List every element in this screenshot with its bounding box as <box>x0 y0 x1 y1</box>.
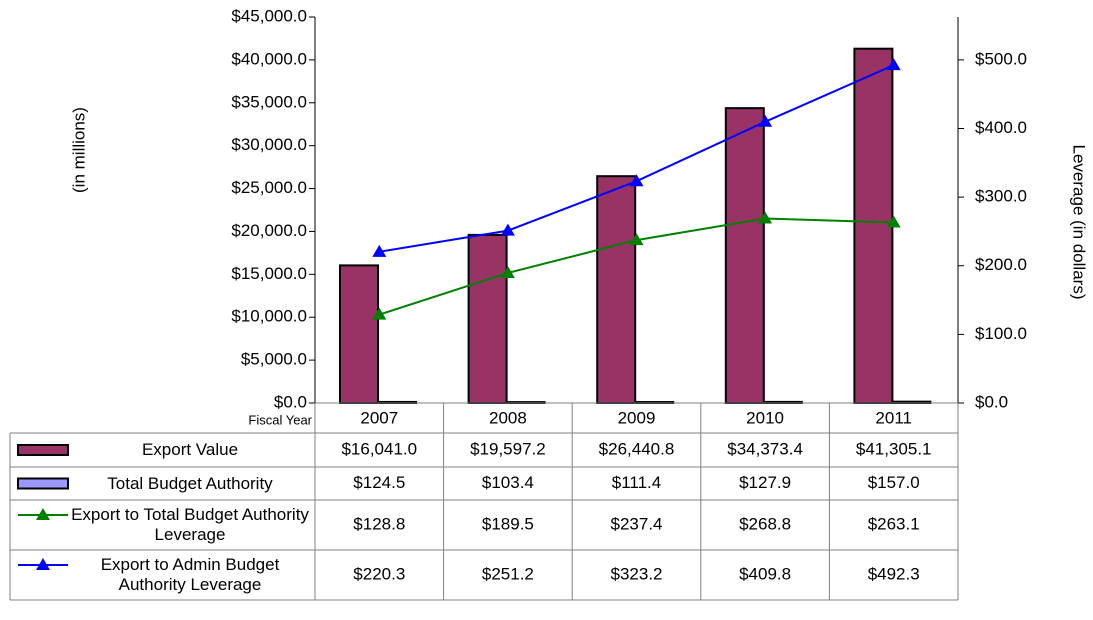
legend-entry: Export to Total Budget Authority Leverag… <box>71 505 309 544</box>
legend-key <box>36 508 50 520</box>
table-cell: $409.8 <box>739 564 791 583</box>
line <box>379 64 895 253</box>
legend-label: Export to Admin Budget Authority Leverag… <box>100 555 280 594</box>
marker <box>886 58 901 71</box>
y-tick-label: $15,000.0 <box>231 264 307 283</box>
bar <box>596 175 637 404</box>
table-cell: $19,597.2 <box>470 439 546 458</box>
x-tick-label: 2009 <box>618 408 656 427</box>
y-tick-label: $0.0 <box>274 392 307 411</box>
y2-tick-label: $300.0 <box>975 187 1027 206</box>
legend-label: Export to Total Budget Authority Leverag… <box>71 505 309 544</box>
table-cell: $26,440.8 <box>599 439 675 458</box>
table-cell: $127.9 <box>739 473 791 492</box>
marker <box>629 233 644 246</box>
table-cell: $124.5 <box>353 473 405 492</box>
bar <box>339 264 379 404</box>
table-cell: $41,305.1 <box>856 439 932 458</box>
legend-key <box>36 558 50 570</box>
y2-tick-label: $400.0 <box>975 118 1027 137</box>
y2-tick-label: $200.0 <box>975 255 1027 274</box>
marker <box>500 265 515 278</box>
y-tick-label: $30,000.0 <box>231 135 307 154</box>
marker <box>372 307 387 320</box>
marker <box>372 244 387 257</box>
table-cell: $268.8 <box>739 514 791 533</box>
legend-entry: Export to Admin Budget Authority Leverag… <box>100 555 280 594</box>
table-cell: $111.4 <box>612 473 661 492</box>
legend-entry: Export Value <box>141 440 239 459</box>
table-cell: $263.1 <box>868 514 920 533</box>
y2-axis-label: Leverage (in dollars) <box>1070 145 1089 300</box>
y2-tick-label: $500.0 <box>975 49 1027 68</box>
table-cell: $103.4 <box>482 473 534 492</box>
y-tick-label: $25,000.0 <box>231 178 307 197</box>
legend-entry: Total Budget Authority <box>107 473 273 493</box>
marker <box>886 215 901 228</box>
bar <box>853 47 894 404</box>
legend-label: Total Budget Authority <box>107 473 273 493</box>
bar <box>467 233 508 404</box>
x-tick-label: 2011 <box>875 408 912 427</box>
marker <box>629 174 644 187</box>
marker <box>758 114 773 127</box>
legend-key <box>17 477 69 490</box>
x-axis-label: Fiscal Year <box>248 412 312 427</box>
y-tick-label: $40,000.0 <box>231 49 307 68</box>
table-cell: $189.5 <box>482 514 534 533</box>
x-tick-label: 2010 <box>746 408 784 427</box>
table-cell: $323.2 <box>611 564 663 583</box>
marker <box>758 211 773 224</box>
y2-tick-label: $0.0 <box>975 392 1008 411</box>
table-cell: $220.3 <box>353 564 405 583</box>
y-tick-label: $10,000.0 <box>231 307 307 326</box>
table-cell: $492.3 <box>868 564 920 583</box>
x-tick-label: 2007 <box>360 408 398 427</box>
x-tick-label: 2008 <box>489 408 527 427</box>
table-cell: $237.4 <box>611 514 663 533</box>
table-cell: $251.2 <box>482 564 534 583</box>
bar <box>724 107 765 404</box>
line <box>378 217 894 316</box>
y-tick-label: $20,000.0 <box>231 221 307 240</box>
y2-tick-label: $100.0 <box>975 324 1027 343</box>
legend-key <box>17 444 69 456</box>
table-cell: $16,041.0 <box>341 439 417 458</box>
table-cell: $157.0 <box>868 473 920 492</box>
y-axis-label: (in millions) <box>69 107 88 193</box>
legend-label: Export Value <box>141 440 239 459</box>
y-tick-label: $35,000.0 <box>231 92 307 111</box>
y-tick-label: $5,000.0 <box>241 350 307 369</box>
y-tick-label: $45,000.0 <box>231 6 307 25</box>
marker <box>500 223 515 236</box>
table-cell: $128.8 <box>353 514 405 533</box>
table-cell: $34,373.4 <box>727 439 803 458</box>
